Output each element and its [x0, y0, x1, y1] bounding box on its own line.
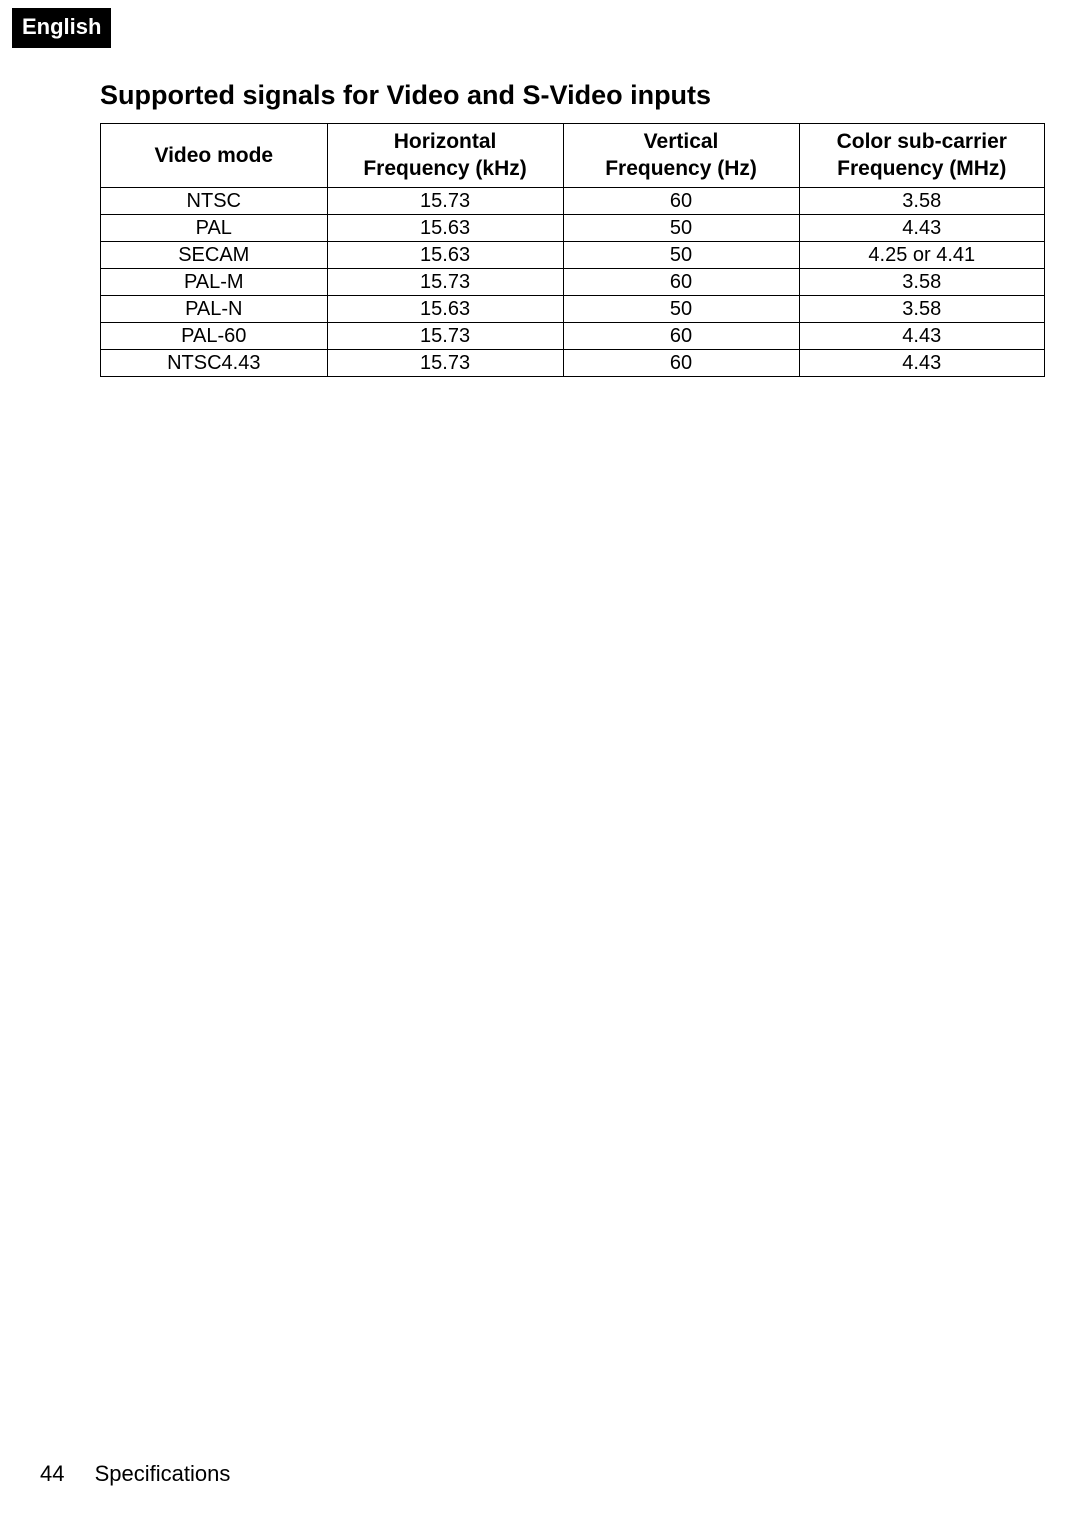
table-cell: 60 [563, 187, 799, 214]
table-cell: 15.63 [327, 241, 563, 268]
table-cell: 15.73 [327, 322, 563, 349]
header-line1: Vertical [644, 130, 719, 153]
header-line2: Frequency (Hz) [605, 157, 757, 180]
table-row: PAL15.63504.43 [101, 214, 1045, 241]
table-cell: 4.43 [799, 322, 1044, 349]
language-tab: English [12, 8, 111, 48]
content-area: Supported signals for Video and S-Video … [100, 80, 1045, 377]
table-row: PAL-N15.63503.58 [101, 295, 1045, 322]
table-cell: 60 [563, 268, 799, 295]
page-number: 44 [40, 1461, 64, 1487]
table-cell: PAL [101, 214, 328, 241]
table-cell: NTSC4.43 [101, 349, 328, 376]
table-cell: PAL-N [101, 295, 328, 322]
table-cell: 50 [563, 214, 799, 241]
section-title: Supported signals for Video and S-Video … [100, 80, 1045, 111]
table-cell: 15.73 [327, 349, 563, 376]
table-row: NTSC4.4315.73604.43 [101, 349, 1045, 376]
table-cell: 50 [563, 295, 799, 322]
table-cell: 60 [563, 349, 799, 376]
table-cell: 15.63 [327, 295, 563, 322]
table-row: PAL-6015.73604.43 [101, 322, 1045, 349]
table-row: PAL-M15.73603.58 [101, 268, 1045, 295]
table-cell: 3.58 [799, 295, 1044, 322]
header-line2: Frequency (MHz) [837, 157, 1006, 180]
header-horizontal: Horizontal Frequency (kHz) [327, 124, 563, 188]
table-row: SECAM15.63504.25 or 4.41 [101, 241, 1045, 268]
footer-section-name: Specifications [95, 1461, 231, 1486]
header-video-mode: Video mode [101, 124, 328, 188]
table-cell: 60 [563, 322, 799, 349]
table-body: NTSC15.73603.58PAL15.63504.43SECAM15.635… [101, 187, 1045, 376]
table-header-row: Video mode Horizontal Frequency (kHz) Ve… [101, 124, 1045, 188]
table-cell: 15.73 [327, 187, 563, 214]
table-cell: 3.58 [799, 187, 1044, 214]
signals-table: Video mode Horizontal Frequency (kHz) Ve… [100, 123, 1045, 377]
table-cell: PAL-M [101, 268, 328, 295]
table-cell: NTSC [101, 187, 328, 214]
table-cell: 15.73 [327, 268, 563, 295]
page-footer: 44 Specifications [40, 1461, 230, 1487]
table-cell: PAL-60 [101, 322, 328, 349]
header-line2: Frequency (kHz) [363, 157, 526, 180]
table-cell: 50 [563, 241, 799, 268]
header-vertical: Vertical Frequency (Hz) [563, 124, 799, 188]
table-cell: SECAM [101, 241, 328, 268]
table-cell: 3.58 [799, 268, 1044, 295]
table-row: NTSC15.73603.58 [101, 187, 1045, 214]
header-color-subcarrier: Color sub-carrier Frequency (MHz) [799, 124, 1044, 188]
header-line1: Color sub-carrier [837, 130, 1007, 153]
table-cell: 4.43 [799, 349, 1044, 376]
table-cell: 15.63 [327, 214, 563, 241]
header-text: Video mode [154, 144, 273, 167]
header-line1: Horizontal [394, 130, 497, 153]
table-cell: 4.43 [799, 214, 1044, 241]
table-cell: 4.25 or 4.41 [799, 241, 1044, 268]
